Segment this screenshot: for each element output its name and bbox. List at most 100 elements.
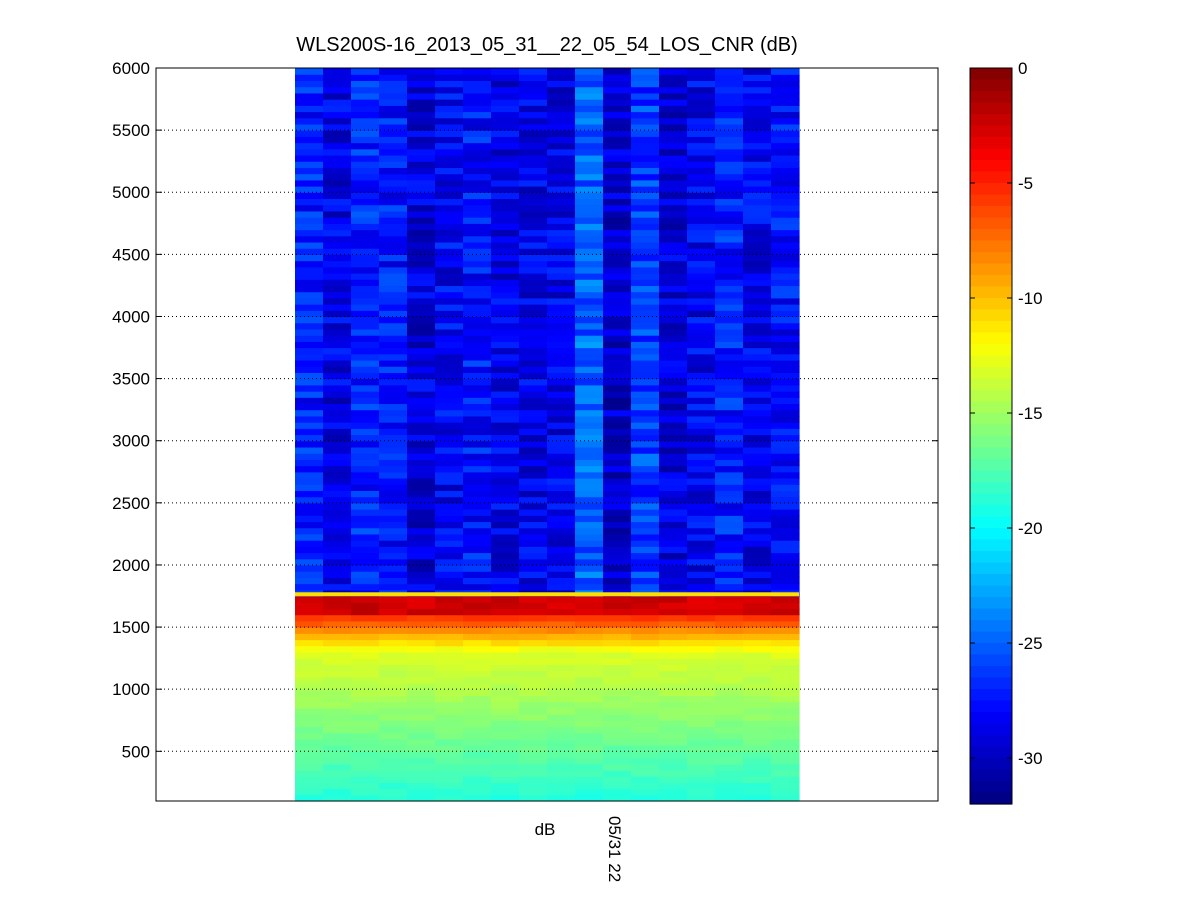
heatmap-cell	[771, 608, 800, 616]
heatmap-cell	[603, 68, 632, 75]
heatmap-cell	[771, 154, 800, 162]
heatmap-cell	[547, 496, 576, 504]
heatmap-cell	[659, 564, 688, 572]
heatmap-cell	[407, 533, 436, 541]
heatmap-cell	[575, 602, 604, 610]
heatmap-cell	[743, 738, 772, 746]
heatmap-cell	[743, 210, 772, 218]
heatmap-cell	[743, 366, 772, 373]
heatmap-cell	[687, 92, 716, 100]
heatmap-cell	[351, 353, 380, 361]
heatmap-cell	[603, 415, 632, 423]
heatmap-cell	[519, 130, 548, 137]
heatmap-cell	[323, 161, 352, 168]
heatmap-cell	[603, 409, 632, 417]
heatmap-cell	[407, 347, 436, 355]
heatmap-cell	[743, 328, 772, 336]
heatmap-cell	[519, 154, 548, 162]
colorbar-swatch	[970, 183, 1012, 196]
heatmap-cell	[659, 720, 688, 728]
heatmap-cell	[575, 763, 604, 771]
heatmap-cell	[743, 446, 772, 454]
heatmap-cell	[631, 304, 660, 311]
heatmap-cell	[743, 217, 772, 224]
heatmap-cell	[463, 496, 492, 504]
colorbar-tick-label: -10	[1018, 289, 1043, 308]
heatmap-cell	[547, 248, 576, 255]
heatmap-cell	[491, 633, 520, 641]
heatmap-cell	[379, 353, 408, 361]
heatmap-cell	[631, 651, 660, 659]
heatmap-cell	[687, 707, 716, 715]
heatmap-cell	[547, 689, 576, 696]
colorbar-swatch	[970, 309, 1012, 322]
heatmap-cell	[491, 614, 520, 622]
heatmap-cell	[435, 260, 464, 268]
heatmap-cell	[659, 602, 688, 610]
colorbar-tick-label: -30	[1018, 749, 1043, 768]
heatmap-cell	[575, 564, 604, 572]
heatmap-cell	[407, 465, 436, 473]
heatmap-cell	[463, 142, 492, 150]
heatmap-cell	[687, 695, 716, 703]
heatmap-cell	[519, 217, 548, 224]
heatmap-cell	[295, 148, 324, 156]
heatmap-cell	[743, 726, 772, 734]
heatmap-cell	[687, 391, 716, 398]
heatmap-cell	[491, 496, 520, 504]
heatmap-cell	[379, 378, 408, 386]
heatmap-cell	[295, 583, 324, 591]
heatmap-cell	[407, 397, 436, 405]
heatmap-cell	[743, 204, 772, 212]
heatmap-cell	[603, 465, 632, 473]
heatmap-cell	[463, 459, 492, 467]
heatmap-cell	[463, 254, 492, 262]
heatmap-cell	[295, 409, 324, 417]
heatmap-cell	[323, 192, 352, 200]
heatmap-cell	[435, 316, 464, 324]
heatmap-cell	[743, 620, 772, 628]
heatmap-cell	[547, 714, 576, 721]
heatmap-cell	[547, 558, 576, 566]
heatmap-cell	[407, 384, 436, 392]
heatmap-cell	[435, 477, 464, 485]
heatmap-cell	[743, 341, 772, 349]
heatmap-cell	[743, 198, 772, 206]
heatmap-cell	[771, 428, 800, 436]
heatmap-cell	[547, 645, 576, 653]
heatmap-cell	[743, 571, 772, 578]
colorbar-swatch	[970, 332, 1012, 345]
heatmap-cell	[687, 248, 716, 255]
heatmap-cell	[379, 465, 408, 473]
heatmap-cell	[603, 614, 632, 622]
heatmap-cell	[519, 583, 548, 591]
heatmap-cell	[519, 794, 548, 802]
heatmap-cell	[575, 86, 604, 94]
colorbar[interactable]	[970, 68, 1012, 805]
heatmap-cell	[295, 235, 324, 243]
heatmap-cell	[379, 558, 408, 566]
heatmap-cell	[435, 682, 464, 690]
heatmap-cell	[603, 471, 632, 479]
heatmap-cell	[687, 564, 716, 572]
heatmap-cell	[379, 695, 408, 703]
heatmap-cell	[659, 359, 688, 367]
heatmap-cell	[687, 210, 716, 218]
heatmap-cell	[407, 310, 436, 318]
heatmap-cell	[519, 434, 548, 442]
heatmap-cell	[407, 540, 436, 547]
heatmap-cell	[771, 353, 800, 361]
heatmap-cell	[603, 645, 632, 653]
heatmap-cell	[575, 682, 604, 690]
heatmap-cell	[659, 459, 688, 467]
heatmap-cell	[379, 763, 408, 771]
heatmap-cell	[463, 720, 492, 728]
heatmap-cell	[743, 689, 772, 696]
heatmap-cell	[547, 571, 576, 578]
heatmap-cell	[519, 347, 548, 355]
heatmap-cell	[659, 279, 688, 287]
heatmap-cell	[435, 341, 464, 349]
heatmap-cell	[491, 651, 520, 659]
heatmap-cell	[715, 260, 744, 268]
